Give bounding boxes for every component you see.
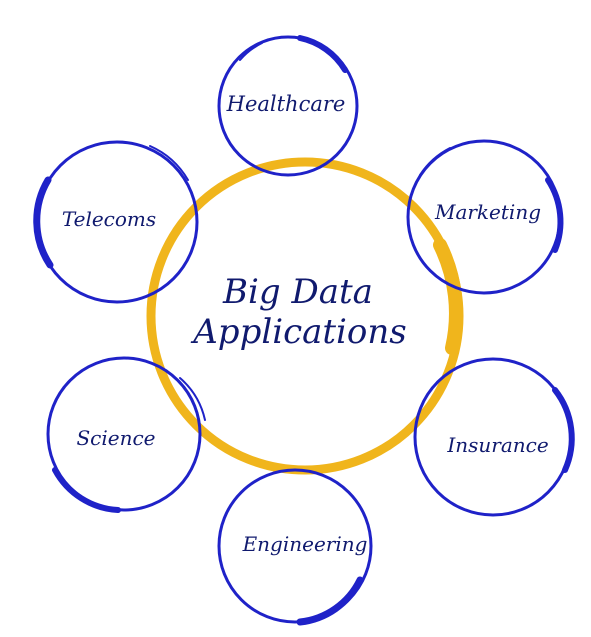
node-marketing	[406, 139, 564, 295]
center-title-line-2: Applications	[190, 312, 407, 352]
node-science	[46, 356, 206, 513]
node-label-insurance: Insurance	[446, 433, 548, 457]
node-healthcare	[217, 35, 359, 177]
node-insurance	[413, 357, 575, 517]
center-title-line-1: Big Data	[222, 272, 373, 312]
node-label-marketing: Marketing	[434, 200, 541, 224]
node-telecoms	[33, 140, 199, 304]
node-engineering	[217, 468, 373, 626]
node-label-telecoms: Telecoms	[62, 207, 156, 231]
node-label-healthcare: Healthcare	[226, 92, 346, 116]
node-label-engineering: Engineering	[242, 532, 368, 556]
node-label-science: Science	[76, 426, 155, 450]
